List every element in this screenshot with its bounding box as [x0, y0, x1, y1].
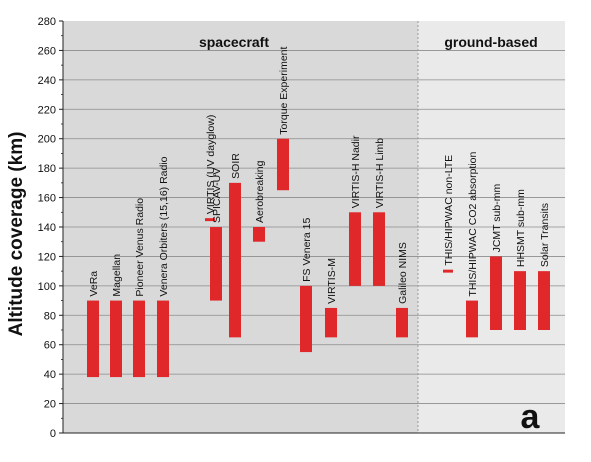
- bar-label-solar-transits: Solar Transits: [539, 203, 551, 267]
- y-tick-label: 20: [44, 399, 56, 411]
- y-tick-label: 0: [50, 428, 56, 440]
- y-tick-label: 40: [44, 369, 56, 381]
- bar-fs-venera-15: [300, 285, 312, 353]
- region-label-spacecraft: spacecraft: [199, 34, 269, 50]
- bar-label-venera-orbiters-15-16-radio: Venera Orbiters (15,16) Radio: [158, 156, 170, 296]
- bar-spicav-uv: [210, 227, 222, 301]
- y-axis-title: Altitude coverage (km): [6, 132, 27, 337]
- y-tick-label: 180: [38, 163, 56, 175]
- bar-label-soir: SOIR: [230, 153, 242, 179]
- bar-galileo-nims: [396, 307, 408, 338]
- region-labels: spacecraft ground-based: [199, 34, 538, 50]
- y-tick-label: 240: [38, 75, 56, 87]
- bar-vera: [87, 300, 99, 378]
- panel-letter: a: [521, 398, 541, 436]
- bar-torque-experiment: [277, 138, 289, 191]
- y-tick-label: 280: [38, 16, 56, 28]
- bar-this-hipwac-co2-absorption: [466, 300, 478, 338]
- bar-virtis-uv-dayglow: [205, 218, 215, 222]
- bar-label-fs-venera-15: FS Venera 15: [301, 217, 313, 281]
- bar-virtis-h-limb: [373, 212, 385, 286]
- bar-label-virtis-h-limb: VIRTIS-H Limb: [374, 138, 386, 209]
- bar-label-virtis-h-nadir: VIRTIS-H Nadir: [350, 135, 362, 208]
- y-tick-label: 60: [44, 340, 56, 352]
- bar-magellan: [110, 300, 122, 378]
- bar-aerobreaking: [253, 227, 265, 242]
- bar-virtis-m: [325, 307, 337, 338]
- bar-label-this-hipwac-co2-absorption: THIS/HIPWAC CO2 absorption: [467, 152, 479, 297]
- bar-series: [87, 138, 550, 378]
- y-tick-label: 200: [38, 134, 56, 146]
- y-tick-label: 120: [38, 251, 56, 263]
- y-axis: 0 20 40 60 80 100 120 140 160 180 200 220 240 260 280: [38, 16, 565, 440]
- y-tick-label: 100: [38, 281, 56, 293]
- bar-solar-transits: [538, 271, 550, 330]
- bar-label-this-hipwac-non-lte: THIS/HIPWAC non-LTE: [443, 155, 455, 266]
- bar-virtis-h-nadir: [349, 212, 361, 286]
- y-tick-label: 80: [44, 310, 56, 322]
- bar-label-jcmt-sub-mm: JCMT sub-mm: [491, 184, 503, 253]
- bar-venera-orbiters-15-16-radio: [157, 300, 169, 378]
- bar-label-aerobreaking: Aerobreaking: [254, 160, 266, 223]
- bar-jcmt-sub-mm: [490, 256, 502, 330]
- bar-label-virtis-uv-dayglow: VIRTIS (UV dayglow): [205, 115, 217, 215]
- bar-hhsmt-sub-mm: [514, 271, 526, 330]
- bar-label-magellan: Magellan: [111, 254, 123, 297]
- bar-soir: [229, 182, 241, 338]
- bar-label-galileo-nims: Galileo NIMS: [397, 242, 409, 304]
- bar-label-virtis-m: VIRTIS-M: [326, 258, 338, 304]
- bar-label-pioneer-venus-radio: Pioneer Venus Radio: [134, 198, 146, 297]
- bar-label-hhsmt-sub-mm: HHSMT sub-mm: [515, 189, 527, 267]
- bar-label-torque-experiment: Torque Experiment: [278, 47, 290, 135]
- bar-this-hipwac-non-lte: [443, 269, 453, 273]
- bar-label-spicav-uv: SPICAV-UV: [211, 168, 223, 223]
- y-tick-label: 220: [38, 104, 56, 116]
- gridlines: [63, 21, 565, 433]
- region-label-ground-based: ground-based: [444, 34, 537, 50]
- bar-labels: VeRa Magellan Pioneer Venus Radio Venera Or…: [88, 47, 551, 304]
- y-tick-label: 260: [38, 45, 56, 57]
- y-tick-label: 160: [38, 193, 56, 205]
- bar-pioneer-venus-radio: [133, 300, 145, 378]
- bar-label-vera: VeRa: [88, 271, 100, 297]
- y-tick-label: 140: [38, 222, 56, 234]
